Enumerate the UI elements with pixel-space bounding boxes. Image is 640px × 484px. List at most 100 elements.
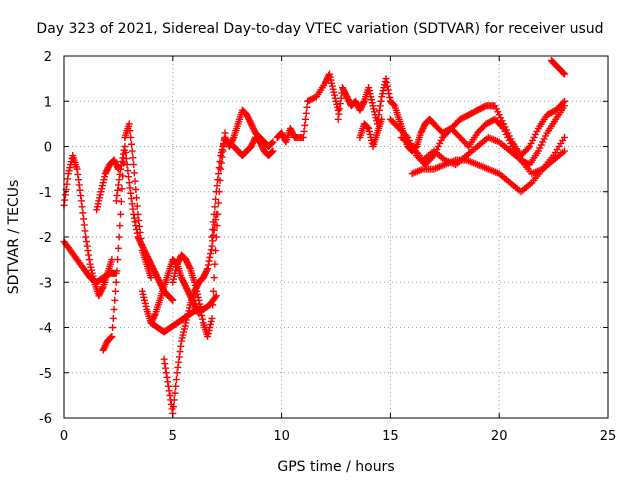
- data-point-marker: [116, 222, 124, 230]
- data-point-marker: [199, 315, 207, 323]
- data-point-marker: [130, 161, 138, 169]
- data-point-marker: [164, 378, 172, 386]
- data-marks-layer: [60, 57, 568, 417]
- data-point-marker: [384, 86, 392, 94]
- data-point-marker: [196, 304, 204, 312]
- data-point-marker: [560, 70, 568, 78]
- data-point-marker: [162, 369, 170, 377]
- data-point-marker: [196, 300, 204, 308]
- data-point-marker: [128, 147, 136, 155]
- data-point-marker: [205, 257, 213, 265]
- data-point-marker: [129, 154, 137, 162]
- data-point-marker: [168, 296, 176, 304]
- data-point-marker: [170, 403, 178, 411]
- data-point-marker: [214, 199, 222, 207]
- data-point-marker: [171, 389, 179, 397]
- data-point-marker: [213, 182, 221, 190]
- data-point-marker: [385, 90, 393, 98]
- data-point-marker: [77, 192, 85, 200]
- data-point-marker: [303, 103, 311, 111]
- data-point-marker: [268, 139, 276, 147]
- series-track-4: [93, 156, 122, 214]
- data-point-marker: [207, 250, 215, 258]
- data-point-marker: [185, 263, 193, 271]
- data-point-marker: [113, 267, 121, 275]
- data-point-marker: [133, 194, 141, 202]
- data-point-marker: [124, 167, 132, 175]
- data-point-marker: [208, 314, 216, 322]
- data-point-marker: [114, 256, 122, 264]
- data-point-marker: [73, 165, 81, 173]
- data-point-marker: [170, 396, 178, 404]
- data-point-marker: [498, 123, 506, 131]
- y-tick-label: 1: [44, 95, 52, 110]
- data-point-marker: [204, 265, 212, 273]
- data-point-marker: [75, 181, 83, 189]
- y-tick-label: -3: [39, 276, 52, 291]
- data-point-marker: [210, 226, 218, 234]
- data-point-marker: [172, 382, 180, 390]
- chart-title: Day 323 of 2021, Sidereal Day-to-day VTE…: [36, 21, 603, 37]
- data-point-marker: [336, 100, 344, 108]
- data-point-marker: [559, 69, 567, 77]
- data-point-marker: [213, 222, 221, 230]
- data-point-marker: [129, 205, 137, 213]
- data-point-marker: [208, 233, 216, 241]
- data-point-marker: [126, 127, 134, 135]
- data-point-marker: [383, 78, 391, 86]
- data-point-marker: [334, 106, 342, 114]
- data-point-marker: [122, 149, 130, 157]
- data-point-marker: [125, 173, 133, 181]
- data-point-marker: [125, 179, 133, 187]
- data-point-marker: [207, 246, 215, 254]
- data-point-marker: [386, 93, 394, 101]
- data-point-marker: [218, 153, 226, 161]
- data-point-marker: [133, 202, 141, 210]
- data-point-marker: [325, 72, 333, 80]
- data-point-marker: [113, 192, 121, 200]
- data-point-marker: [209, 287, 217, 295]
- data-point-marker: [117, 161, 125, 169]
- data-point-marker: [83, 242, 91, 250]
- data-point-marker: [301, 121, 309, 129]
- data-point-marker: [117, 165, 125, 173]
- data-point-marker: [217, 159, 225, 167]
- data-point-marker: [128, 200, 136, 208]
- data-point-marker: [130, 210, 138, 218]
- data-point-marker: [175, 358, 183, 366]
- data-point-marker: [61, 196, 69, 204]
- data-point-marker: [84, 247, 92, 255]
- series-track-18: [408, 147, 568, 196]
- data-point-marker: [127, 189, 135, 197]
- y-tick-label: -1: [39, 186, 52, 201]
- data-point-marker: [376, 106, 384, 114]
- x-tick-label: 5: [169, 429, 177, 444]
- series-track-10: [208, 106, 277, 241]
- data-point-marker: [75, 176, 83, 184]
- data-point-marker: [135, 216, 143, 224]
- data-point-marker: [109, 324, 117, 331]
- data-point-marker: [82, 238, 90, 246]
- x-tick-label: 10: [273, 429, 290, 444]
- data-point-marker: [302, 115, 310, 123]
- data-point-marker: [111, 287, 119, 295]
- data-point-marker: [211, 203, 219, 211]
- data-point-marker: [560, 133, 568, 141]
- data-point-marker: [117, 198, 125, 206]
- data-point-marker: [524, 144, 532, 152]
- data-point-marker: [198, 311, 206, 319]
- data-point-marker: [217, 165, 225, 173]
- data-point-marker: [162, 364, 170, 372]
- data-point-marker: [215, 164, 223, 172]
- data-point-marker: [204, 261, 212, 269]
- data-point-marker: [132, 222, 140, 230]
- data-point-marker: [106, 334, 114, 342]
- x-tick-label: 20: [491, 429, 508, 444]
- data-point-marker: [112, 278, 120, 286]
- data-point-marker: [216, 158, 224, 166]
- data-point-marker: [125, 120, 133, 128]
- data-point-marker: [114, 181, 122, 189]
- series-track-8: [147, 292, 220, 336]
- data-point-marker: [80, 215, 88, 223]
